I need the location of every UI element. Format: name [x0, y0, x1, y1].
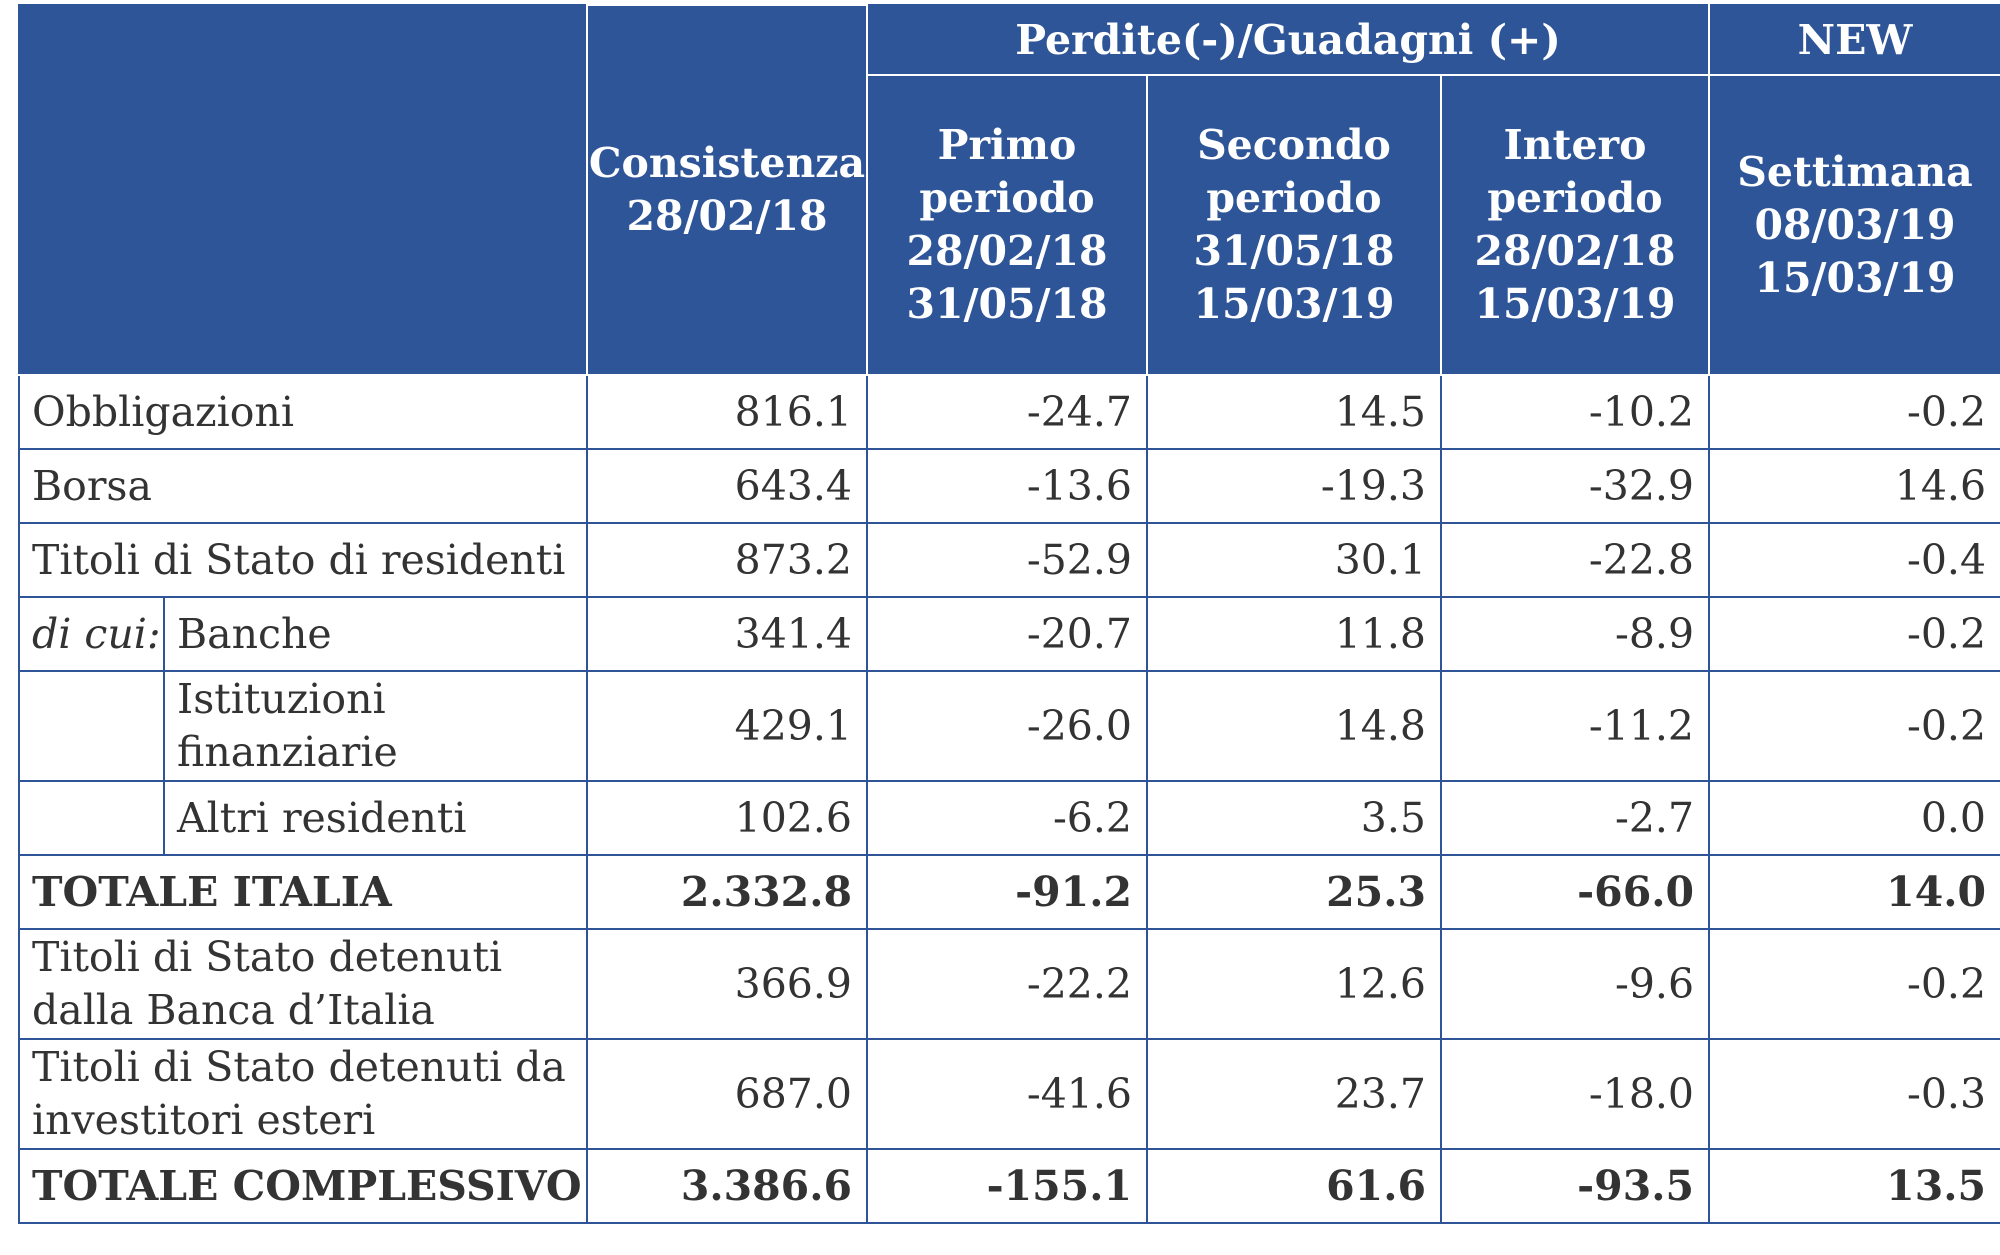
cell-intero: -8.9	[1439, 596, 1711, 672]
cell-intero: -22.8	[1439, 522, 1711, 598]
cell-primo: -91.2	[866, 854, 1148, 930]
cell-secondo: 25.3	[1146, 854, 1442, 930]
cell-intero: -11.2	[1439, 670, 1711, 782]
table-row-total: TOTALE ITALIA 2.332.8 -91.2 25.3 -66.0 1…	[18, 854, 2000, 930]
cell-intero: -18.0	[1439, 1038, 1711, 1150]
row-label: TOTALE ITALIA	[18, 854, 588, 930]
cell-secondo: 30.1	[1146, 522, 1442, 598]
cell-settimana: -0.3	[1708, 1038, 2000, 1150]
header-new: NEW	[1708, 4, 2000, 76]
cell-consistenza: 816.1	[586, 374, 868, 450]
cell-primo: -155.1	[866, 1148, 1148, 1224]
row-indent-cell	[18, 670, 165, 782]
cell-settimana: -0.2	[1708, 670, 2000, 782]
cell-intero: -93.5	[1439, 1148, 1711, 1224]
header-blank-cell	[18, 4, 588, 376]
cell-consistenza: 429.1	[586, 670, 868, 782]
cell-consistenza: 687.0	[586, 1038, 868, 1150]
row-label: Titoli di Stato detenuti da investitori …	[18, 1038, 588, 1150]
header-intero-periodo: Intero periodo 28/02/18 15/03/19	[1439, 74, 1711, 376]
table-row: Altri residenti 102.6 -6.2 3.5 -2.7 0.0	[18, 780, 2000, 856]
cell-settimana: -0.2	[1708, 928, 2000, 1040]
row-label: Titoli di Stato di residenti	[18, 522, 588, 598]
cell-intero: -32.9	[1439, 448, 1711, 524]
cell-intero: -2.7	[1439, 780, 1711, 856]
table-row: Titoli di Stato di residenti 873.2 -52.9…	[18, 522, 2000, 598]
cell-primo: -13.6	[866, 448, 1148, 524]
row-label: Banche	[163, 596, 588, 672]
cell-primo: -6.2	[866, 780, 1148, 856]
cell-primo: -20.7	[866, 596, 1148, 672]
table-row: Titoli di Stato detenuti da investitori …	[18, 1038, 2000, 1150]
cell-primo: -52.9	[866, 522, 1148, 598]
cell-consistenza: 2.332.8	[586, 854, 868, 930]
row-indent-cell	[18, 780, 165, 856]
cell-primo: -22.2	[866, 928, 1148, 1040]
cell-secondo: 14.8	[1146, 670, 1442, 782]
cell-primo: -24.7	[866, 374, 1148, 450]
cell-secondo: 12.6	[1146, 928, 1442, 1040]
cell-settimana: -0.2	[1708, 596, 2000, 672]
row-label: TOTALE COMPLESSIVO	[18, 1148, 588, 1224]
cell-secondo: 14.5	[1146, 374, 1442, 450]
cell-secondo: 23.7	[1146, 1038, 1442, 1150]
row-label: Obbligazioni	[18, 374, 588, 450]
cell-intero: -9.6	[1439, 928, 1711, 1040]
table-row: Obbligazioni 816.1 -24.7 14.5 -10.2 -0.2	[18, 374, 2000, 450]
cell-secondo: -19.3	[1146, 448, 1442, 524]
cell-consistenza: 3.386.6	[586, 1148, 868, 1224]
cell-consistenza: 341.4	[586, 596, 868, 672]
table-row: Borsa 643.4 -13.6 -19.3 -32.9 14.6	[18, 448, 2000, 524]
row-prefix-di-cui: di cui:	[18, 596, 165, 672]
header-settimana: Settimana 08/03/19 15/03/19	[1708, 74, 2000, 376]
row-label: Istituzioni finanziarie	[163, 670, 588, 782]
row-label: Borsa	[18, 448, 588, 524]
cell-primo: -41.6	[866, 1038, 1148, 1150]
header-consistenza: Consistenza 28/02/18	[586, 4, 868, 376]
cell-settimana: -0.2	[1708, 374, 2000, 450]
table-container: Consistenza 28/02/18 Perdite(-)/Guadagni…	[18, 4, 2000, 1224]
cell-consistenza: 643.4	[586, 448, 868, 524]
header-group-perdite-guadagni: Perdite(-)/Guadagni (+)	[865, 4, 1711, 76]
cell-secondo: 61.6	[1146, 1148, 1442, 1224]
cell-secondo: 11.8	[1146, 596, 1442, 672]
table-row: di cui: Banche 341.4 -20.7 11.8 -8.9 -0.…	[18, 596, 2000, 672]
cell-consistenza: 366.9	[586, 928, 868, 1040]
cell-settimana: 14.0	[1708, 854, 2000, 930]
header-secondo-periodo: Secondo periodo 31/05/18 15/03/19	[1146, 74, 1442, 376]
cell-settimana: -0.4	[1708, 522, 2000, 598]
cell-consistenza: 873.2	[586, 522, 868, 598]
cell-settimana: 13.5	[1708, 1148, 2000, 1224]
cell-primo: -26.0	[866, 670, 1148, 782]
row-label: Altri residenti	[163, 780, 588, 856]
cell-settimana: 14.6	[1708, 448, 2000, 524]
cell-intero: -10.2	[1439, 374, 1711, 450]
table-row: Titoli di Stato detenuti dalla Banca d’I…	[18, 928, 2000, 1040]
cell-settimana: 0.0	[1708, 780, 2000, 856]
data-table: Consistenza 28/02/18 Perdite(-)/Guadagni…	[18, 4, 2000, 1224]
header-primo-periodo: Primo periodo 28/02/18 31/05/18	[866, 74, 1148, 376]
row-label: Titoli di Stato detenuti dalla Banca d’I…	[18, 928, 588, 1040]
table-row: Istituzioni finanziarie 429.1 -26.0 14.8…	[18, 670, 2000, 782]
cell-secondo: 3.5	[1146, 780, 1442, 856]
cell-consistenza: 102.6	[586, 780, 868, 856]
cell-intero: -66.0	[1439, 854, 1711, 930]
table-row-total: TOTALE COMPLESSIVO 3.386.6 -155.1 61.6 -…	[18, 1148, 2000, 1224]
